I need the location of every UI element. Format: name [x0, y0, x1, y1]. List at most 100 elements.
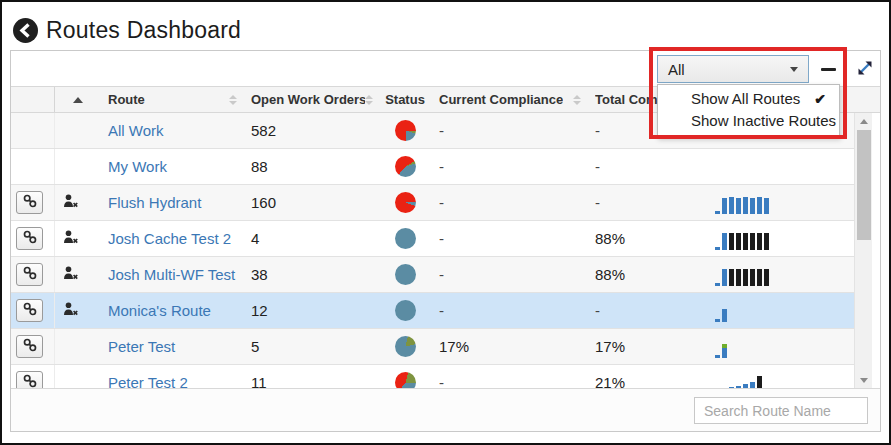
cell-total-compliance: 88% — [587, 257, 703, 292]
current-compliance-value: - — [439, 158, 444, 175]
assign-link-button[interactable] — [16, 335, 43, 358]
cell-user-remove — [55, 149, 100, 184]
table-row[interactable]: Josh Cache Test 24-88% — [11, 221, 862, 257]
sparkline-bar — [715, 211, 720, 214]
cell-open-work-orders: 5 — [243, 329, 379, 364]
column-header-label: Current Compliance — [439, 92, 563, 107]
sparkline-bar — [722, 198, 727, 214]
status-pie-chart — [395, 264, 416, 285]
cell-current-compliance: - — [431, 113, 587, 148]
trend-sparkline — [715, 192, 769, 214]
cell-user-remove — [55, 293, 100, 328]
table-row[interactable]: Peter Test 5 17% 17% — [11, 329, 862, 365]
cell-link — [11, 113, 55, 148]
column-header-blank[interactable] — [55, 87, 100, 112]
minimize-button[interactable] — [813, 55, 843, 83]
total-compliance-value: 17% — [595, 338, 625, 355]
assign-link-button[interactable] — [16, 191, 43, 214]
table-row[interactable]: Flush Hydrant 160 -- — [11, 185, 862, 221]
total-compliance-value: - — [595, 302, 600, 319]
route-link[interactable]: All Work — [108, 122, 164, 139]
filter-selected-value: All — [668, 61, 790, 78]
cell-route-name: Peter Test — [100, 329, 243, 364]
column-header-blank — [11, 87, 55, 112]
trend-sparkline — [715, 372, 762, 390]
cell-current-compliance: - — [431, 293, 587, 328]
routes-filter-dropdown[interactable]: All — [657, 55, 809, 83]
table-row[interactable]: Peter Test 2 11 - 21% — [11, 365, 862, 389]
cell-trend — [703, 293, 862, 328]
assign-link-button[interactable] — [16, 263, 43, 286]
user-remove-icon[interactable] — [63, 302, 79, 319]
cell-total-compliance: - — [587, 185, 703, 220]
cell-current-compliance: - — [431, 185, 587, 220]
sparkline-bar — [750, 198, 755, 214]
open-work-orders-value: 5 — [251, 338, 259, 355]
current-compliance-value: - — [439, 374, 444, 389]
route-link[interactable]: My Work — [108, 158, 167, 175]
back-button[interactable] — [12, 17, 39, 44]
sparkline-bar — [722, 309, 727, 322]
sparkline-bar — [764, 198, 769, 214]
open-work-orders-value: 582 — [251, 122, 276, 139]
user-remove-icon[interactable] — [63, 230, 79, 247]
open-work-orders-value: 38 — [251, 266, 268, 283]
cell-link — [11, 221, 55, 256]
column-header-current-compliance[interactable]: Current Compliance — [431, 87, 587, 112]
triangle-up-icon — [860, 119, 868, 124]
route-link[interactable]: Josh Cache Test 2 — [108, 230, 231, 247]
trend-sparkline — [715, 264, 769, 286]
route-link[interactable]: Peter Test 2 — [108, 374, 188, 389]
open-work-orders-value: 160 — [251, 194, 276, 211]
route-link[interactable]: Peter Test — [108, 338, 175, 355]
cell-user-remove — [55, 113, 100, 148]
total-compliance-value: 21% — [595, 374, 625, 389]
search-route-input[interactable] — [694, 397, 868, 424]
table-row[interactable]: Monica's Route 12 -- — [11, 293, 862, 329]
user-remove-icon[interactable] — [63, 194, 79, 211]
sparkline-bar — [722, 233, 727, 250]
table-row[interactable]: My Work88-- — [11, 149, 862, 185]
triangle-down-icon — [860, 378, 868, 383]
cell-current-compliance: 17% — [431, 329, 587, 364]
cell-status — [379, 149, 431, 184]
assign-link-button[interactable] — [16, 299, 43, 322]
scroll-down-arrow[interactable] — [855, 373, 873, 388]
column-header-open-work-orders[interactable]: Open Work Orders — [243, 87, 379, 112]
cell-current-compliance: - — [431, 149, 587, 184]
route-link[interactable]: Josh Multi-WF Test — [108, 266, 235, 283]
assign-link-button[interactable] — [16, 227, 43, 250]
current-compliance-value: 17% — [439, 338, 469, 355]
sparkline-bar — [757, 197, 762, 214]
sparkline-bar — [715, 247, 720, 250]
cell-trend — [703, 221, 862, 256]
column-header-route[interactable]: Route — [100, 87, 243, 112]
menu-item-show-inactive-routes[interactable]: Show Inactive Routes — [658, 110, 839, 132]
scroll-up-arrow[interactable] — [855, 114, 873, 129]
cell-trend — [703, 329, 862, 364]
total-compliance-value: 88% — [595, 230, 625, 247]
menu-item-show-all-routes[interactable]: Show All Routes✔ — [658, 88, 839, 110]
table-row[interactable]: Josh Multi-WF Test38-88% — [11, 257, 862, 293]
cell-total-compliance: 88% — [587, 221, 703, 256]
trend-sparkline — [715, 336, 727, 358]
sparkline-bar — [722, 344, 727, 358]
cell-open-work-orders: 12 — [243, 293, 379, 328]
status-pie-chart — [395, 228, 416, 249]
sort-chevrons-icon — [229, 95, 237, 105]
route-link[interactable]: Monica's Route — [108, 302, 211, 319]
user-remove-icon[interactable] — [63, 266, 79, 283]
route-link[interactable]: Flush Hydrant — [108, 194, 201, 211]
sort-ascending-icon — [73, 97, 83, 103]
current-compliance-value: - — [439, 230, 444, 247]
assign-link-button[interactable] — [16, 371, 43, 389]
cell-open-work-orders: 11 — [243, 365, 379, 389]
vertical-scrollbar[interactable] — [854, 113, 872, 389]
cell-user-remove — [55, 185, 100, 220]
scrollbar-thumb[interactable] — [857, 130, 871, 240]
expand-button[interactable] — [852, 56, 878, 82]
cell-open-work-orders: 582 — [243, 113, 379, 148]
checkmark-icon: ✔ — [814, 88, 826, 110]
sort-chevrons-icon — [365, 95, 373, 105]
sparkline-bar — [743, 233, 748, 250]
